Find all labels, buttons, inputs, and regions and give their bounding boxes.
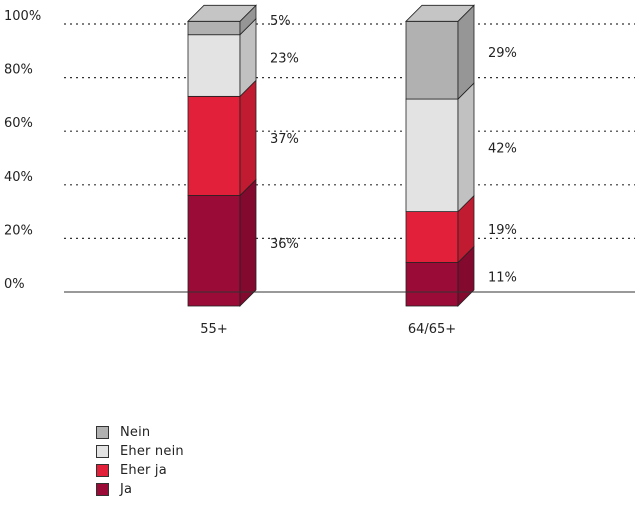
legend-item-nein: Nein [96,423,184,442]
bar-segment [187,95,241,196]
y-tick-label: 0% [4,277,25,292]
data-label: 11% [488,270,517,285]
bar-segment [187,20,241,36]
stacked-bar-chart: 0% 20% 40% 60% 80% 100% 36% 37% 23% 5% 55+ 11% 19% 42… [4,4,635,337]
legend-swatch-nein [96,426,109,439]
bar-segment-top [405,4,475,22]
y-tick-label: 60% [4,116,33,131]
legend: Nein Eher nein Eher ja Ja [96,423,184,499]
legend-item-eher-nein: Eher nein [96,442,184,461]
data-label: 36% [270,237,299,252]
bar-segment-side [239,79,257,197]
legend-item-ja: Ja [96,480,184,499]
y-tick-label: 100% [4,9,41,24]
legend-swatch-eher-ja [96,464,109,477]
data-label: 37% [270,132,299,147]
data-label: 19% [488,223,517,238]
legend-label-ja: Ja [120,482,133,497]
data-label: 29% [488,46,517,61]
legend-swatch-eher-nein [96,445,109,458]
bar-segment-side [239,178,257,307]
bar-segment-side [457,82,475,213]
legend-label-eher-ja: Eher ja [120,463,167,478]
y-tick-label: 40% [4,170,33,185]
x-tick-label: 64/65+ [408,322,456,337]
bar-segment [405,98,459,212]
data-label: 42% [488,141,517,156]
legend-label-eher-nein: Eher nein [120,444,184,459]
bar-segment [405,20,459,100]
bar-segment-top [187,4,257,22]
legend-item-eher-ja: Eher ja [96,461,184,480]
bar-segment [187,195,241,307]
x-tick-label: 55+ [200,322,227,337]
y-tick-label: 20% [4,223,33,238]
legend-swatch-ja [96,483,109,496]
bar-segment [187,34,241,97]
y-tick-label: 80% [4,63,33,78]
bar-segment [405,211,459,263]
legend-label-nein: Nein [120,425,151,440]
data-label: 23% [270,52,299,67]
data-label: 5% [270,14,291,29]
bar-segment [405,262,459,307]
